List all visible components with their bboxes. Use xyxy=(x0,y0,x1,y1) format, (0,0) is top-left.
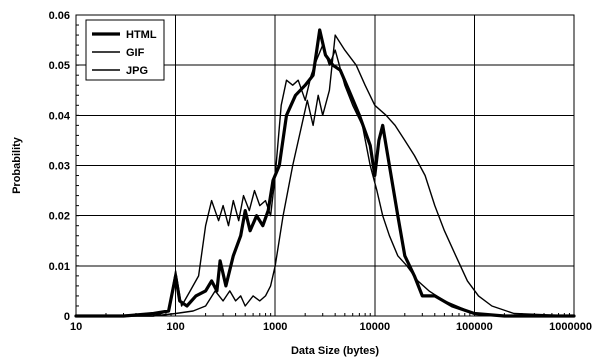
y-tick-label: 0.02 xyxy=(49,211,70,223)
legend-label-gif: GIF xyxy=(126,47,145,59)
y-tick-label: 0.06 xyxy=(49,10,70,22)
y-tick-label: 0.03 xyxy=(49,161,70,173)
x-tick-label: 10 xyxy=(70,321,82,333)
y-tick-label: 0.04 xyxy=(49,110,71,122)
x-axis-label: Data Size (bytes) xyxy=(291,345,379,357)
x-tick-label: 10000 xyxy=(360,321,391,333)
y-axis-label: Probability xyxy=(11,136,23,194)
x-tick-label: 1000 xyxy=(263,321,287,333)
x-tick-label: 100 xyxy=(166,321,184,333)
legend-label-jpg: JPG xyxy=(126,65,148,77)
legend-label-html: HTML xyxy=(126,29,157,41)
y-tick-label: 0.01 xyxy=(49,261,70,273)
y-tick-label: 0.05 xyxy=(49,60,70,72)
x-tick-label: 1000000 xyxy=(549,321,592,333)
legend: HTML GIF JPG xyxy=(86,20,164,80)
x-tick-label: 100000 xyxy=(456,321,493,333)
series-line-gif xyxy=(76,45,574,316)
